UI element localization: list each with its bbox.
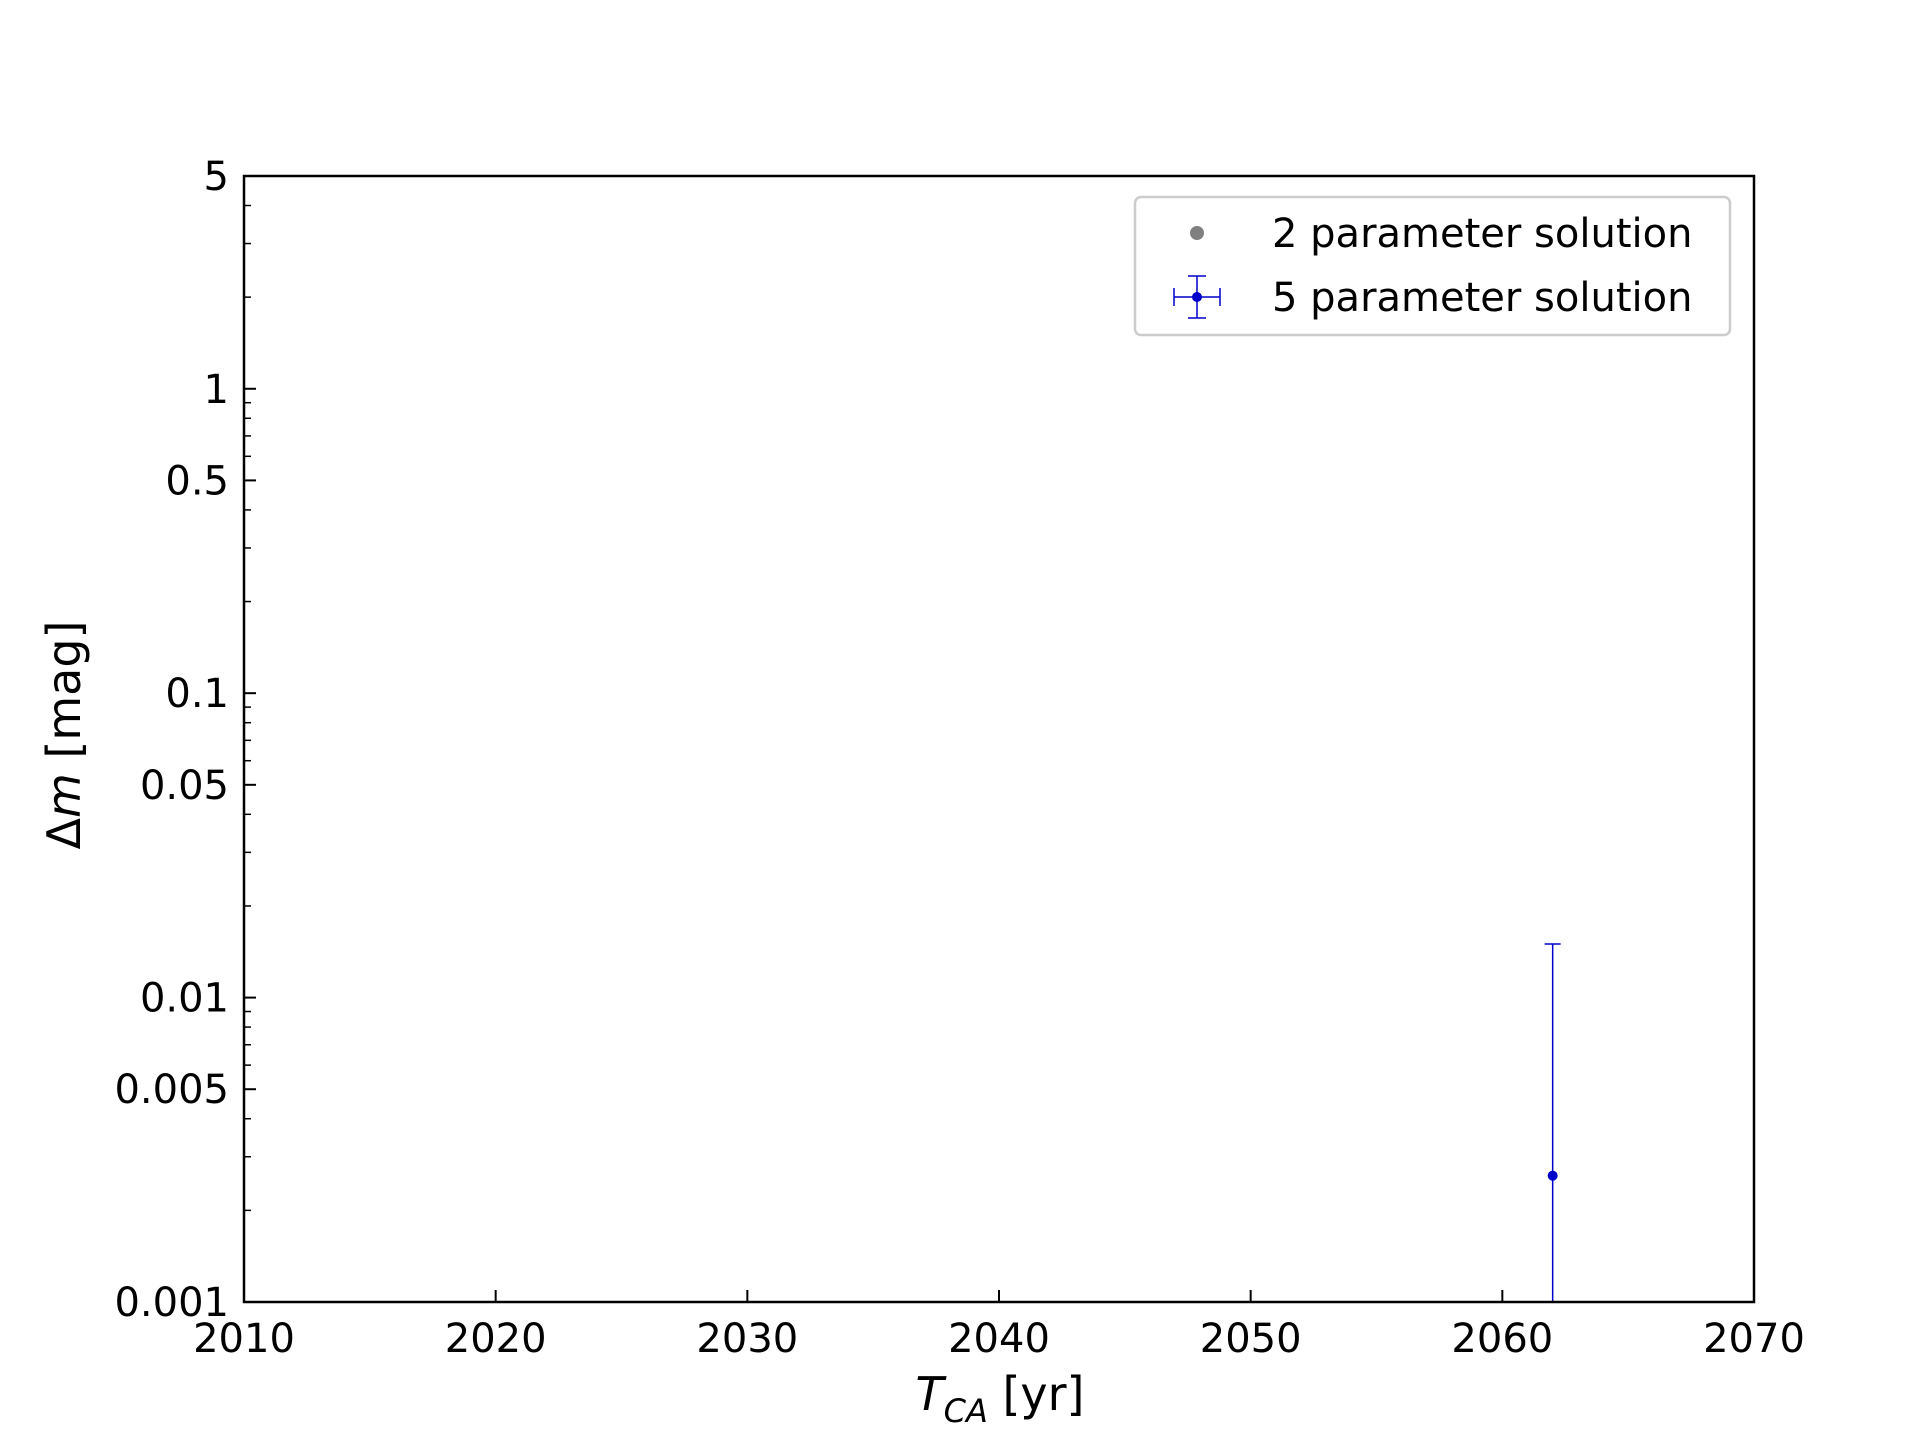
y-axis-label-unit: [mag] bbox=[37, 621, 91, 774]
x-axis-label: TCA [yr] bbox=[916, 1367, 1085, 1430]
y-tick-label-3: 0.05 bbox=[140, 763, 229, 809]
x-tick-label-0: 2010 bbox=[193, 1316, 295, 1362]
x-tick-label-4: 2050 bbox=[1200, 1316, 1302, 1362]
legend-label-5-parameter: 5 parameter solution bbox=[1272, 275, 1692, 321]
x-tick-label-3: 2040 bbox=[948, 1316, 1050, 1362]
axis-ticks: 2010 2020 2030 2040 2050 2060 2070 0.001 0.005 0.… bbox=[114, 154, 1804, 1362]
x-axis-label-main: T bbox=[916, 1367, 948, 1421]
data-marks bbox=[1544, 943, 1561, 1302]
x-tick-label-5: 2060 bbox=[1451, 1316, 1553, 1362]
y-tick-label-4: 0.1 bbox=[165, 671, 229, 717]
y-tick-label-1: 0.005 bbox=[114, 1067, 229, 1113]
x-axis-label-unit: [yr] bbox=[988, 1367, 1085, 1421]
y-tick-label-2: 0.01 bbox=[140, 976, 229, 1022]
y-axis-label-variable: m bbox=[37, 773, 91, 818]
legend-marker-2-parameter bbox=[1190, 226, 1204, 240]
legend-label-2-parameter: 2 parameter solution bbox=[1272, 211, 1692, 257]
legend-marker-5-parameter bbox=[1173, 275, 1221, 319]
y-axis-label-prefix: Δ bbox=[37, 818, 91, 850]
legend-box bbox=[1133, 195, 1732, 337]
y-tick-label-6: 1 bbox=[204, 367, 229, 413]
y-tick-label-0: 0.001 bbox=[114, 1280, 229, 1326]
data-point-1-0 bbox=[1547, 1170, 1558, 1181]
legend: 2 parameter solution 5 parameter solutio… bbox=[1133, 195, 1732, 337]
x-axis-label-subscript: CA bbox=[944, 1392, 988, 1430]
x-tick-label-2: 2030 bbox=[696, 1316, 798, 1362]
y-axis-label: Δm [mag] bbox=[37, 621, 91, 850]
x-tick-label-6: 2070 bbox=[1703, 1316, 1805, 1362]
y-tick-label-5: 0.5 bbox=[165, 458, 229, 504]
y-tick-label-7: 5 bbox=[204, 154, 229, 200]
plot-frame bbox=[242, 174, 1756, 1304]
x-tick-label-1: 2020 bbox=[445, 1316, 547, 1362]
